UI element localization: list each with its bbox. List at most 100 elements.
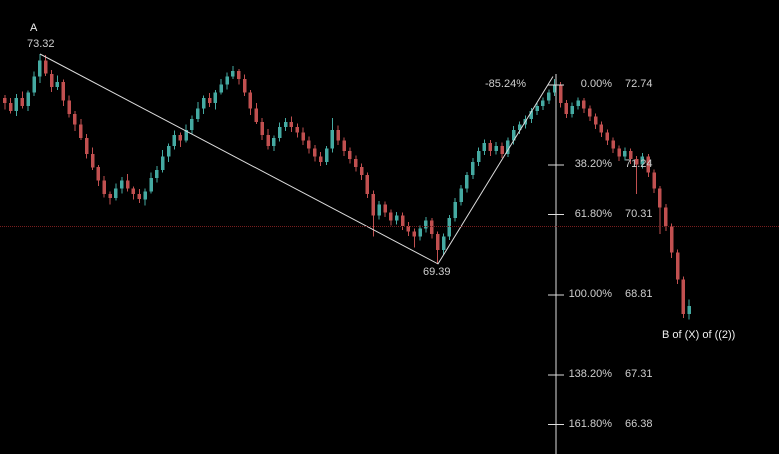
- candle: [511, 126, 516, 145]
- candle: [61, 79, 65, 106]
- candle: [459, 184, 463, 206]
- fib-level-row-3: 100.00% 68.81: [560, 288, 653, 301]
- candle: [558, 81, 563, 108]
- candle: [55, 75, 60, 90]
- candle: [3, 95, 7, 110]
- candle: [196, 102, 200, 122]
- candle: [412, 228, 416, 248]
- candle: [482, 139, 487, 155]
- candle: [640, 152, 645, 169]
- candle: [564, 100, 569, 119]
- candle: [465, 172, 469, 193]
- fib-percent: 61.80%: [574, 208, 612, 220]
- candle: [225, 72, 229, 90]
- candle: [628, 148, 633, 164]
- candle: [681, 276, 686, 318]
- candle: [529, 108, 533, 123]
- candle: [359, 163, 364, 181]
- candle: [79, 119, 83, 140]
- fib-level-row-4: 138.20% 67.31: [560, 368, 653, 381]
- candle: [406, 222, 411, 237]
- candle: [201, 95, 206, 114]
- fib-percent: 100.00%: [568, 288, 612, 300]
- candle: [324, 145, 329, 166]
- candle: [108, 191, 112, 205]
- candle: [541, 97, 545, 111]
- candle: [535, 102, 539, 115]
- fib-level-row-0: 0.00% 72.74: [560, 78, 653, 91]
- candle: [266, 128, 270, 150]
- candle: [43, 55, 48, 76]
- fib-price: 67.31: [625, 368, 653, 380]
- candle: [617, 145, 621, 161]
- candle: [160, 150, 165, 173]
- candle: [102, 175, 106, 198]
- fib-level-row-5: 161.80% 66.38: [560, 418, 653, 431]
- candle: [172, 130, 177, 150]
- candle: [84, 134, 89, 159]
- candle: [471, 158, 475, 179]
- candle: [365, 172, 370, 199]
- candle: [500, 142, 504, 159]
- candle: [494, 142, 498, 155]
- candle: [155, 166, 159, 183]
- candle: [213, 89, 218, 110]
- candle: [283, 118, 288, 131]
- wave-a-label: A: [30, 22, 38, 34]
- candle: [301, 127, 305, 145]
- candle: [125, 174, 130, 192]
- candle: [430, 218, 434, 239]
- candle: [67, 95, 71, 118]
- candle: [260, 118, 264, 140]
- fib-percent: 161.80%: [568, 418, 612, 430]
- candle: [476, 147, 481, 167]
- swing-high-price-label: 73.32: [27, 38, 55, 50]
- zigzag-line[interactable]: [39, 53, 554, 265]
- candle: [313, 144, 317, 162]
- candle: [32, 71, 36, 97]
- fib-price: 72.74: [625, 78, 653, 90]
- candle: [272, 135, 276, 152]
- candle: [389, 209, 393, 226]
- candle: [149, 172, 153, 194]
- candle: [634, 156, 639, 194]
- candle: [447, 214, 452, 240]
- candle: [114, 183, 118, 201]
- candle: [424, 216, 428, 233]
- candle: [371, 190, 376, 237]
- candle: [20, 91, 25, 109]
- candle: [295, 123, 299, 138]
- candle: [137, 189, 142, 203]
- fib-percent: 138.20%: [568, 368, 612, 380]
- candle: [330, 118, 335, 153]
- candle: [599, 121, 604, 137]
- candle: [418, 225, 422, 241]
- fib-price: 70.31: [625, 208, 653, 220]
- candle: [400, 212, 405, 231]
- candle: [383, 201, 387, 217]
- fib-percent: 0.00%: [580, 78, 612, 90]
- fib-price: 68.81: [625, 288, 653, 300]
- candle: [582, 97, 586, 113]
- fib-level-row-2: 61.80% 70.31: [560, 208, 653, 221]
- candle: [289, 116, 294, 132]
- candle: [588, 105, 592, 121]
- candle: [184, 124, 188, 143]
- candle: [605, 129, 610, 145]
- candle: [570, 102, 574, 118]
- candle: [73, 111, 77, 131]
- candle: [96, 165, 101, 186]
- candle: [488, 140, 493, 156]
- candle: [178, 132, 182, 147]
- wave-b-label: B of (X) of ((2)): [662, 329, 736, 341]
- candle: [576, 97, 580, 110]
- candle: [435, 231, 440, 264]
- candle: [547, 89, 551, 105]
- candle: [646, 153, 650, 177]
- candle: [394, 212, 399, 225]
- candle: [675, 249, 680, 285]
- candle: [166, 143, 171, 162]
- candle: [38, 54, 42, 83]
- fib-ruler[interactable]: [548, 74, 564, 454]
